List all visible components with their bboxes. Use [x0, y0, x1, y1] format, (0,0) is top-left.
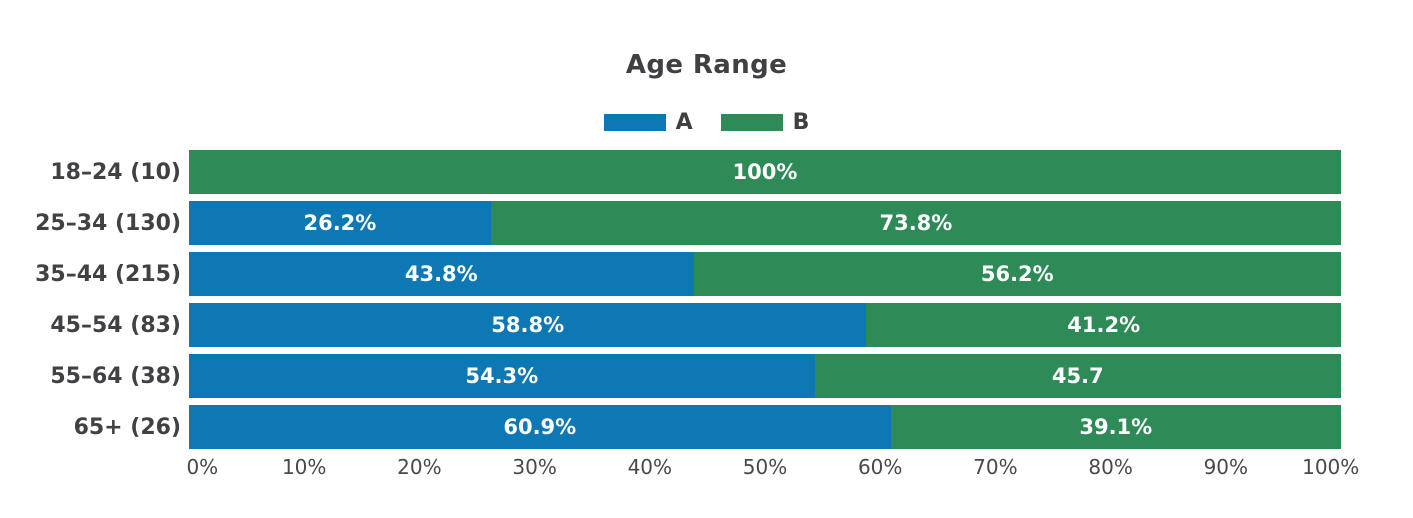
legend-item-b[interactable]: B: [720, 110, 810, 135]
bar-segment-b: 39.1%: [890, 405, 1341, 449]
category-label: 65+ (26): [73, 414, 181, 440]
bar-value-label: 56.2%: [980, 262, 1054, 286]
bar-value-label: 100%: [732, 160, 798, 184]
x-axis: 0% 10% 20% 30% 40% 50% 60% 70% 80% 90% 100%: [186, 452, 1359, 484]
bar-track: 54.3% 45.7: [189, 354, 1341, 398]
bar-value-label: 41.2%: [1067, 313, 1141, 337]
x-axis-tick: 30%: [512, 455, 557, 479]
bar-row: 55–64 (38) 54.3% 45.7: [0, 354, 1341, 398]
bar-value-label: 60.9%: [503, 415, 577, 439]
bar-rows: 18–24 (10) 100% 25–34 (130) 26.2% 73.8% 35–44…: [0, 150, 1341, 449]
bar-value-label: 58.8%: [491, 313, 565, 337]
chart-legend: A B: [0, 110, 1413, 135]
bar-row: 35–44 (215) 43.8% 56.2%: [0, 252, 1341, 296]
x-axis-tick: 40%: [627, 455, 673, 479]
x-axis-tick: 70%: [973, 455, 1018, 479]
bar-value-label: 45.7: [1051, 364, 1104, 388]
bar-segment-b: 73.8%: [490, 201, 1341, 245]
x-axis-tick: 80%: [1088, 455, 1133, 479]
bar-track: 60.9% 39.1%: [189, 405, 1341, 449]
x-axis-tick: 20%: [397, 455, 442, 479]
x-axis-tick: 50%: [742, 455, 788, 479]
category-label: 35–44 (215): [35, 261, 181, 287]
bar-row: 65+ (26) 60.9% 39.1%: [0, 405, 1341, 449]
bar-segment-b: 56.2%: [693, 252, 1341, 296]
bar-segment-b: 41.2%: [866, 303, 1341, 347]
bar-value-label: 43.8%: [404, 262, 478, 286]
x-axis-tick: 60%: [857, 455, 903, 479]
bar-segment-b: 100%: [189, 150, 1341, 194]
bar-segment-b: 45.7: [814, 354, 1341, 398]
legend-swatch-b: [720, 114, 783, 131]
bar-track: 43.8% 56.2%: [189, 252, 1341, 296]
x-axis-tick: 100%: [1302, 455, 1360, 479]
x-axis-tick: 0%: [186, 455, 219, 479]
legend-label-b: B: [792, 110, 810, 135]
bar-value-label: 54.3%: [465, 364, 539, 388]
bar-value-label: 39.1%: [1079, 415, 1153, 439]
bar-row: 25–34 (130) 26.2% 73.8%: [0, 201, 1341, 245]
category-label: 25–34 (130): [35, 210, 181, 236]
bar-segment-a: 60.9%: [189, 405, 891, 449]
bar-track: 58.8% 41.2%: [189, 303, 1341, 347]
bar-value-label: 73.8%: [879, 211, 953, 235]
bar-segment-a: 58.8%: [189, 303, 867, 347]
bar-row: 18–24 (10) 100%: [0, 150, 1341, 194]
bar-segment-a: 54.3%: [189, 354, 815, 398]
legend-swatch-a: [603, 114, 666, 131]
legend-label-a: A: [675, 110, 693, 135]
bar-track: 100%: [189, 150, 1341, 194]
bar-segment-a: 26.2%: [189, 201, 491, 245]
x-axis-tick: 90%: [1203, 455, 1249, 479]
chart-title: Age Range: [625, 50, 788, 80]
category-label: 18–24 (10): [50, 159, 181, 185]
x-axis-tick: 10%: [281, 455, 327, 479]
bar-row: 45–54 (83) 58.8% 41.2%: [0, 303, 1341, 347]
bar-value-label: 26.2%: [303, 211, 377, 235]
category-label: 55–64 (38): [50, 363, 181, 389]
bar-track: 26.2% 73.8%: [189, 201, 1341, 245]
category-label: 45–54 (83): [50, 312, 181, 338]
bar-segment-a: 43.8%: [189, 252, 694, 296]
legend-item-a[interactable]: A: [603, 110, 693, 135]
